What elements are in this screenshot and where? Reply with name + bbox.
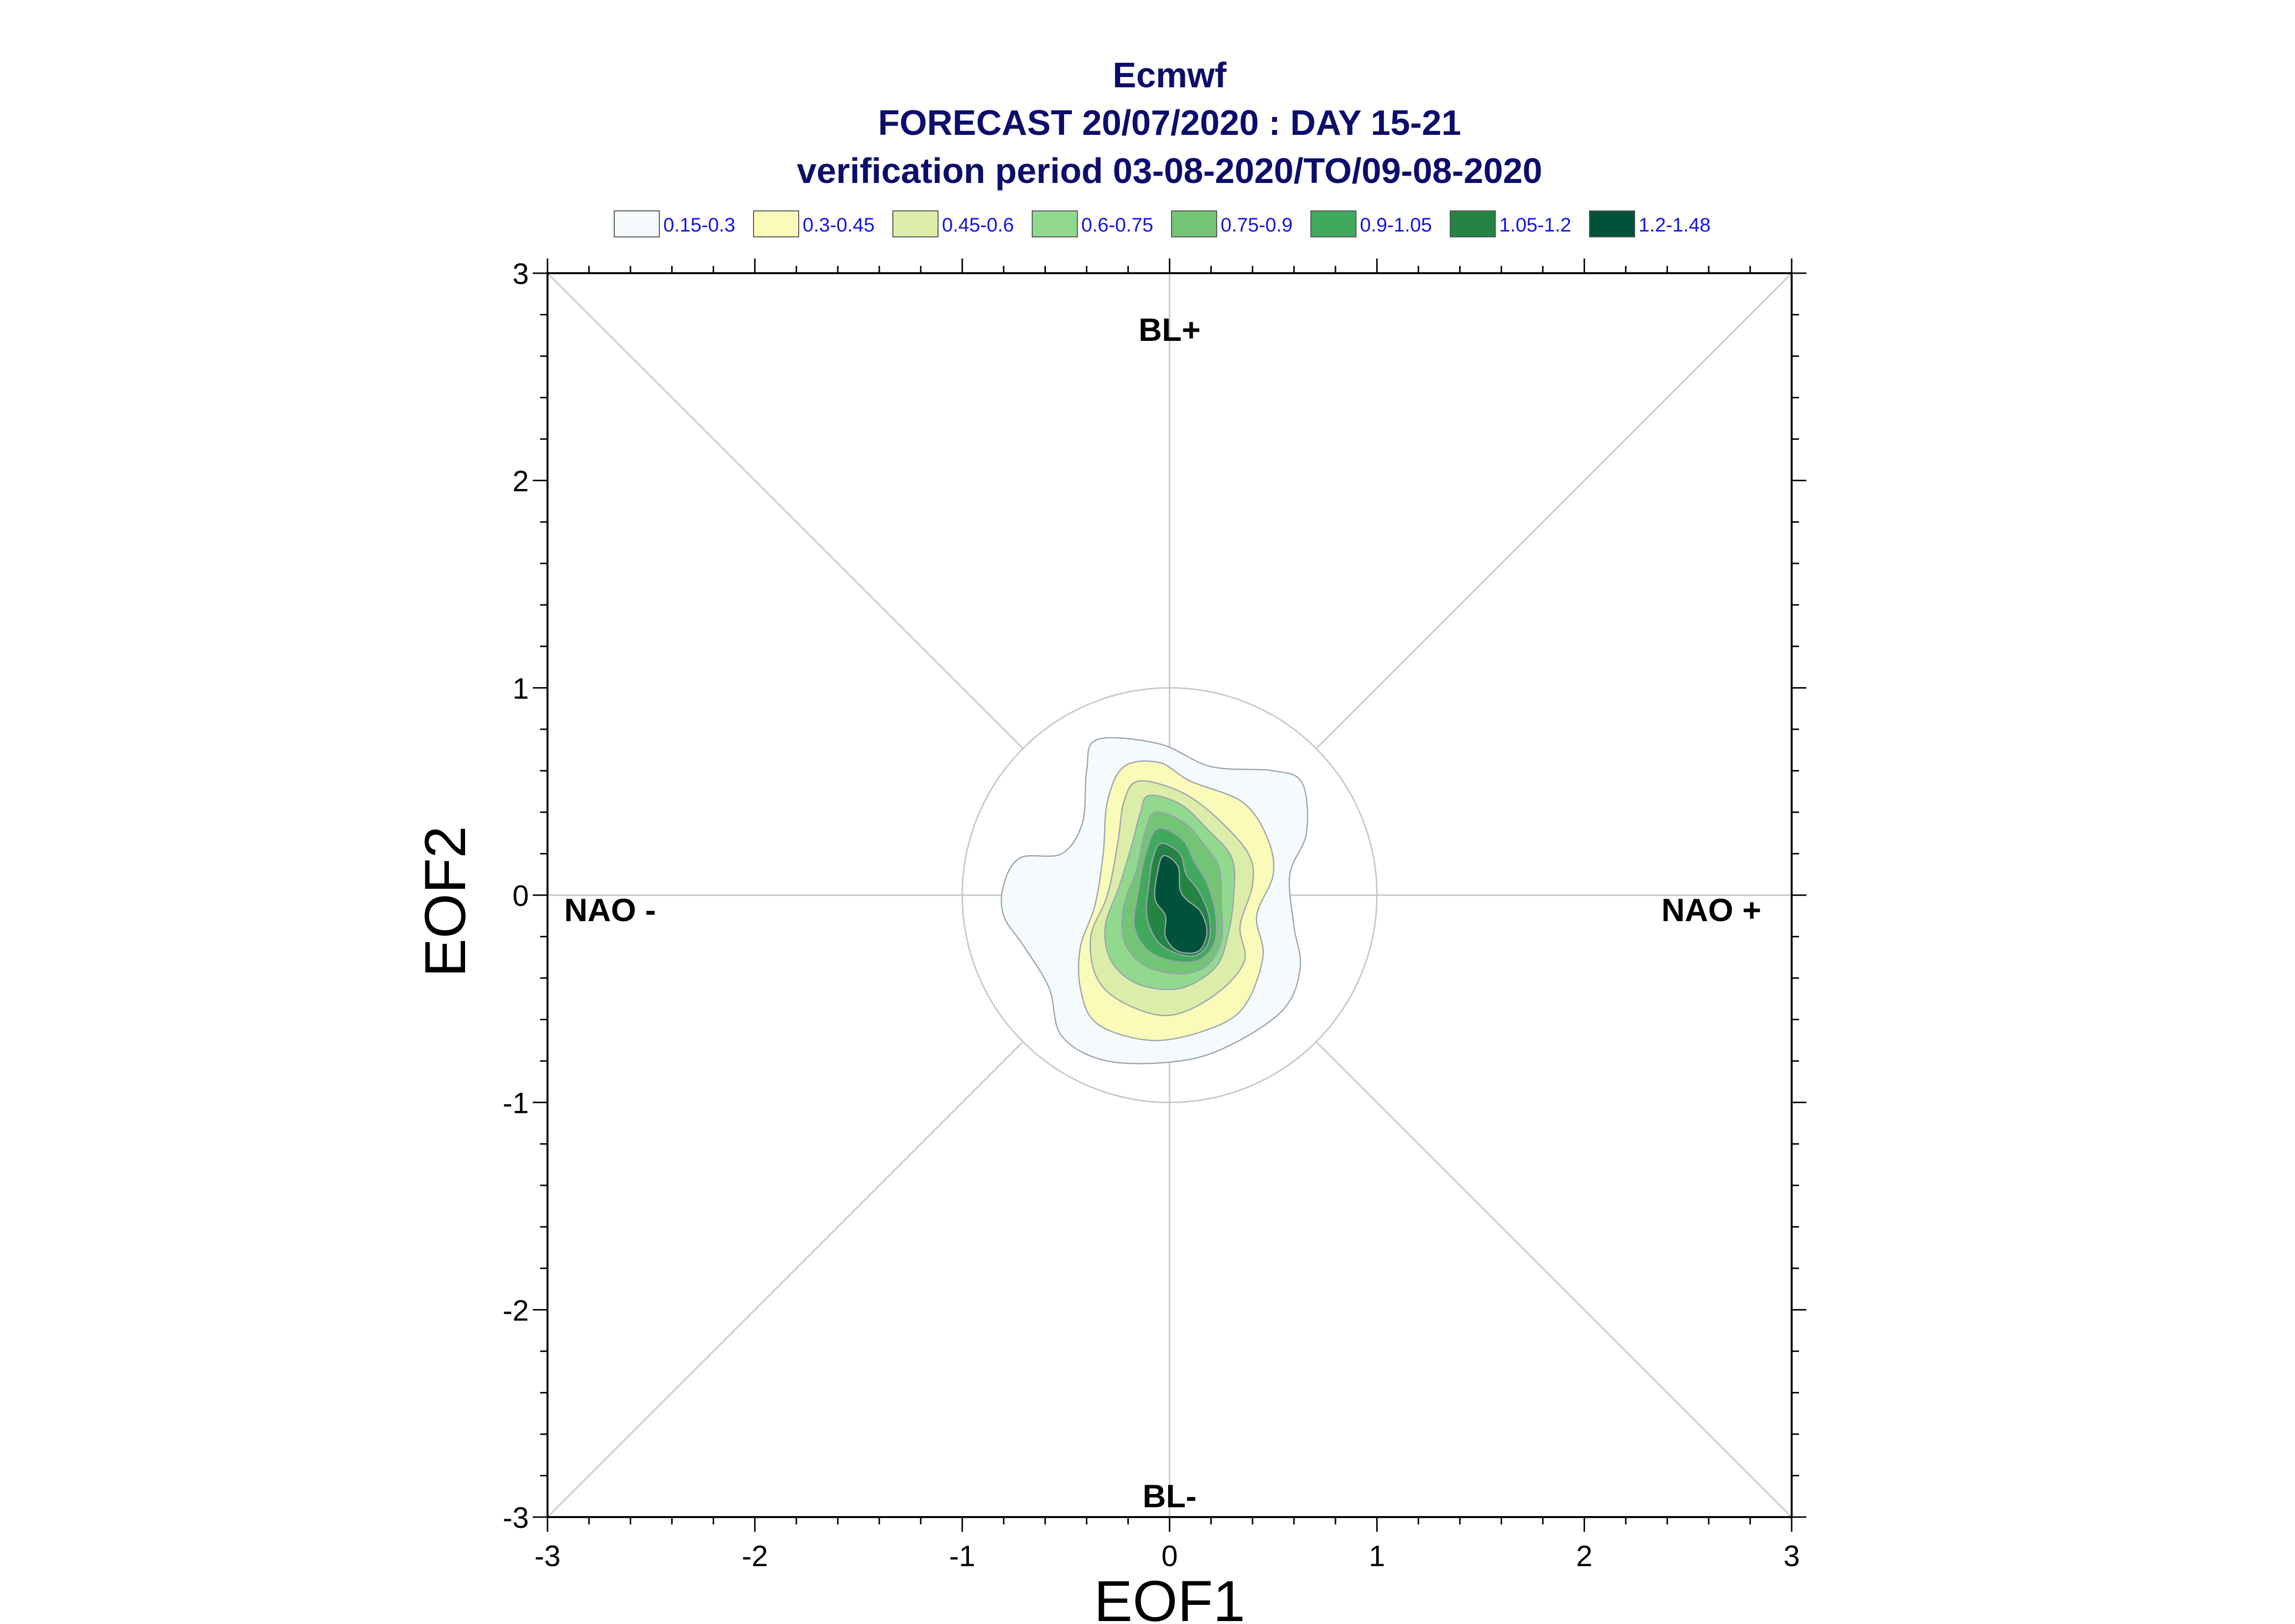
regime-label-bl-plus: BL+ bbox=[1139, 311, 1201, 348]
x-tick-label: -2 bbox=[742, 1540, 768, 1572]
y-tick-label: 1 bbox=[513, 672, 529, 705]
axis-ticks: -3 -2 -1 0 1 2 3 -3 -2 -1 0 1 2 3 bbox=[503, 258, 1806, 1572]
regime-label-nao-minus: NAO - bbox=[564, 892, 656, 928]
plot-area: -3 -2 -1 0 1 2 3 -3 -2 -1 0 1 2 3 bbox=[503, 258, 1806, 1572]
reference-circle bbox=[961, 687, 1378, 1104]
legend-label: 0.15-0.3 bbox=[663, 214, 735, 236]
x-tick-label: -3 bbox=[534, 1540, 560, 1572]
legend-label: 1.2-1.48 bbox=[1639, 214, 1711, 236]
y-tick-label: -3 bbox=[503, 1501, 529, 1534]
legend-label: 1.05-1.2 bbox=[1499, 214, 1571, 236]
chart-subtitle-forecast: FORECAST 20/07/2020 : DAY 15-21 bbox=[878, 103, 1461, 143]
legend-swatch bbox=[892, 210, 939, 237]
legend-label: 0.6-0.75 bbox=[1081, 214, 1153, 236]
x-tick-label: 3 bbox=[1783, 1540, 1799, 1572]
regime-label-nao-plus: NAO + bbox=[1661, 892, 1761, 928]
legend: 0.15-0.3 0.3-0.45 0.45-0.6 0.6-0.75 0.75-0.9… bbox=[614, 210, 1711, 237]
regime-label-bl-minus: BL- bbox=[1143, 1478, 1197, 1514]
diagonal-guide bbox=[1315, 272, 1793, 749]
legend-swatch bbox=[1171, 210, 1217, 237]
chart-title: Ecmwf bbox=[1113, 56, 1227, 95]
diagonal-guide bbox=[1315, 1041, 1793, 1518]
x-tick-label: 0 bbox=[1161, 1540, 1177, 1572]
chart-subtitle-verification: verification period 03-08-2020/TO/09-08-… bbox=[797, 152, 1542, 191]
contour-layer bbox=[1000, 737, 1308, 1064]
legend-swatch bbox=[614, 210, 660, 237]
legend-label: 0.45-0.6 bbox=[942, 214, 1014, 236]
diagonal-guide bbox=[547, 1041, 1024, 1518]
x-tick-label: 2 bbox=[1576, 1540, 1592, 1572]
legend-label: 0.3-0.45 bbox=[803, 214, 875, 236]
y-tick-label: -2 bbox=[503, 1294, 529, 1327]
x-tick-label: -1 bbox=[949, 1540, 975, 1572]
legend-label: 0.75-0.9 bbox=[1221, 214, 1293, 236]
y-tick-label: 0 bbox=[513, 879, 529, 912]
legend-swatch bbox=[1310, 210, 1356, 237]
diagonal-guide bbox=[547, 272, 1024, 749]
legend-swatch bbox=[1032, 210, 1078, 237]
x-axis-title: EOF1 bbox=[1094, 1569, 1245, 1624]
y-axis-title: EOF2 bbox=[413, 826, 478, 977]
y-tick-label: 3 bbox=[513, 258, 529, 290]
legend-swatch bbox=[1450, 210, 1496, 237]
density-contour-1.2-1.48 bbox=[1154, 855, 1208, 954]
legend-swatch bbox=[753, 210, 799, 237]
y-tick-label: -1 bbox=[503, 1087, 529, 1120]
legend-swatch bbox=[1589, 210, 1635, 237]
legend-label: 0.9-1.05 bbox=[1360, 214, 1432, 236]
x-tick-label: 1 bbox=[1369, 1540, 1385, 1572]
y-tick-label: 2 bbox=[513, 465, 529, 498]
